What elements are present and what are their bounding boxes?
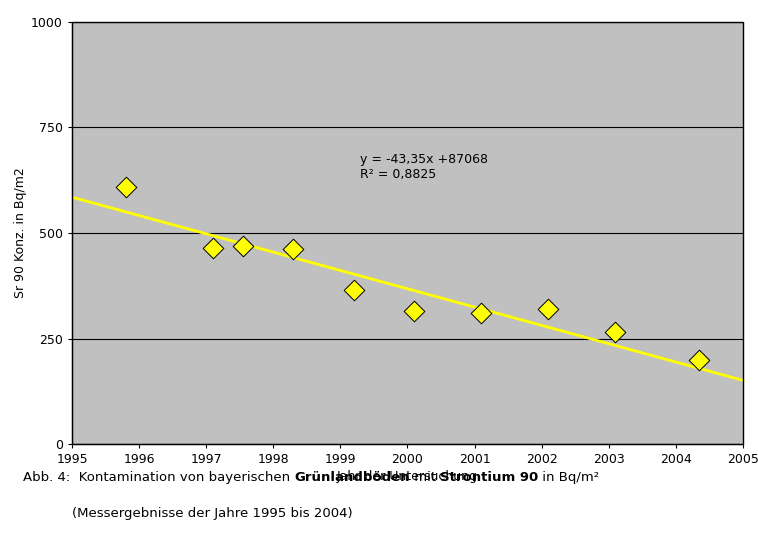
Point	[475, 309, 487, 318]
Point	[542, 305, 554, 313]
Point	[408, 307, 420, 316]
Text: Abb. 4:  Kontamination von bayerischen: Abb. 4: Kontamination von bayerischen	[23, 471, 294, 485]
Text: mit: mit	[409, 471, 440, 485]
Point	[348, 286, 360, 294]
Point	[237, 241, 249, 250]
Text: Grünlandböden: Grünlandböden	[294, 471, 409, 485]
Text: y = -43,35x +87068
R² = 0,8825: y = -43,35x +87068 R² = 0,8825	[361, 153, 488, 181]
Text: Strontium 90: Strontium 90	[440, 471, 538, 485]
Text: in Bq/m²: in Bq/m²	[538, 471, 600, 485]
Text: (Messergebnisse der Jahre 1995 bis 2004): (Messergebnisse der Jahre 1995 bis 2004)	[72, 507, 352, 520]
Y-axis label: Sr 90 Konz. in Bq/m2: Sr 90 Konz. in Bq/m2	[14, 168, 27, 298]
Point	[693, 355, 705, 364]
X-axis label: Jahr der Untersuchung: Jahr der Untersuchung	[337, 470, 478, 483]
Point	[207, 244, 219, 252]
Point	[120, 182, 132, 191]
Point	[287, 245, 299, 253]
Point	[609, 328, 622, 337]
